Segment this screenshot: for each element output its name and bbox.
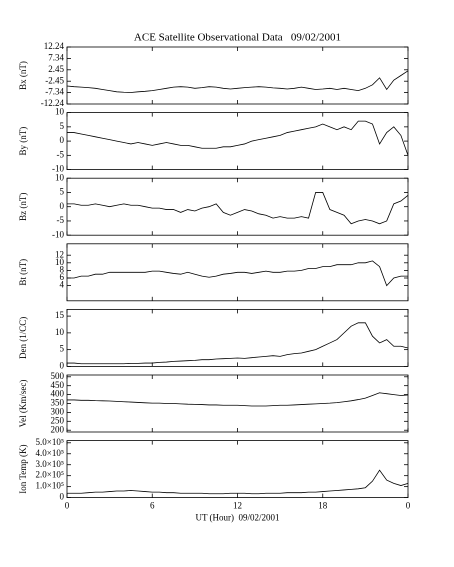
chart-title: ACE Satellite Observational Data 09/02/2… bbox=[134, 32, 341, 44]
y-tick-label: 400 bbox=[51, 389, 65, 399]
y-tick-label: 5 bbox=[60, 344, 65, 354]
x-tick-label: 12 bbox=[233, 501, 242, 511]
y-tick-label: 0 bbox=[60, 135, 65, 145]
y-tick-label: 4.0×10⁵ bbox=[36, 448, 64, 458]
y-tick-label: 10 bbox=[55, 107, 65, 117]
y-tick-label: 10 bbox=[55, 172, 65, 182]
y-tick-label: -7.34 bbox=[45, 87, 64, 97]
data-line bbox=[67, 469, 409, 495]
y-tick-label: 6 bbox=[60, 272, 65, 282]
data-line bbox=[67, 192, 409, 225]
y-tick-label: 1.0×10⁵ bbox=[36, 481, 64, 491]
y-tick-label: 0 bbox=[60, 201, 65, 211]
data-line bbox=[67, 392, 409, 407]
y-tick-label: -10 bbox=[52, 164, 64, 174]
y-axis-label: Ion Temp (K) bbox=[18, 444, 28, 493]
y-tick-label: 450 bbox=[51, 380, 65, 390]
y-tick-label: 7.34 bbox=[48, 52, 64, 62]
y-tick-label: 0 bbox=[60, 492, 65, 502]
y-tick-label: -12.24 bbox=[41, 98, 65, 108]
y-tick-label: 350 bbox=[51, 398, 65, 408]
y-axis-label: Bx (nT) bbox=[18, 61, 28, 90]
y-tick-label: 15 bbox=[55, 310, 65, 320]
y-tick-label: 200 bbox=[51, 424, 65, 434]
y-axis-label: Den (1/CC) bbox=[18, 317, 28, 359]
x-tick-label: 0 bbox=[406, 501, 411, 511]
y-tick-label: 3.0×10⁵ bbox=[36, 459, 64, 469]
y-tick-label: 5 bbox=[60, 121, 65, 131]
y-tick-label: 500 bbox=[51, 371, 65, 381]
data-line bbox=[67, 322, 409, 365]
y-tick-label: 4 bbox=[60, 280, 65, 290]
x-tick-label: 0 bbox=[65, 501, 70, 511]
panel-frame bbox=[66, 374, 409, 433]
y-tick-label: 10 bbox=[55, 327, 65, 337]
y-tick-label: 250 bbox=[51, 415, 65, 425]
y-tick-label: 2.0×10⁵ bbox=[36, 470, 64, 480]
x-axis-label: UT (Hour) 09/02/2001 bbox=[195, 513, 279, 523]
y-axis-label: Bz (nT) bbox=[18, 193, 28, 221]
data-line bbox=[66, 70, 409, 93]
data-line bbox=[67, 260, 408, 287]
y-tick-label: 12 bbox=[55, 249, 64, 259]
y-tick-label: 2.45 bbox=[48, 64, 64, 74]
y-tick-label: 300 bbox=[51, 406, 65, 416]
panel-frame bbox=[66, 46, 409, 105]
data-line bbox=[67, 120, 409, 156]
y-tick-label: 8 bbox=[60, 264, 65, 274]
y-tick-label: 10 bbox=[55, 257, 65, 267]
y-tick-label: -5 bbox=[57, 149, 65, 159]
y-tick-label: 12.24 bbox=[44, 41, 65, 51]
y-tick-label: -5 bbox=[57, 215, 65, 225]
panel-frame bbox=[66, 177, 409, 236]
y-tick-label: 5.0×10⁵ bbox=[36, 437, 64, 447]
y-tick-label: -2.45 bbox=[45, 75, 64, 85]
y-axis-label: Bt (nT) bbox=[18, 259, 28, 286]
y-tick-label: 0 bbox=[60, 360, 65, 370]
x-tick-label: 18 bbox=[318, 501, 328, 511]
y-tick-label: -10 bbox=[52, 229, 64, 239]
y-tick-label: 5 bbox=[60, 187, 65, 197]
y-axis-label: Vel (Km/sec) bbox=[18, 380, 28, 428]
y-axis-label: By (nT) bbox=[18, 127, 28, 156]
x-tick-label: 6 bbox=[150, 501, 155, 511]
